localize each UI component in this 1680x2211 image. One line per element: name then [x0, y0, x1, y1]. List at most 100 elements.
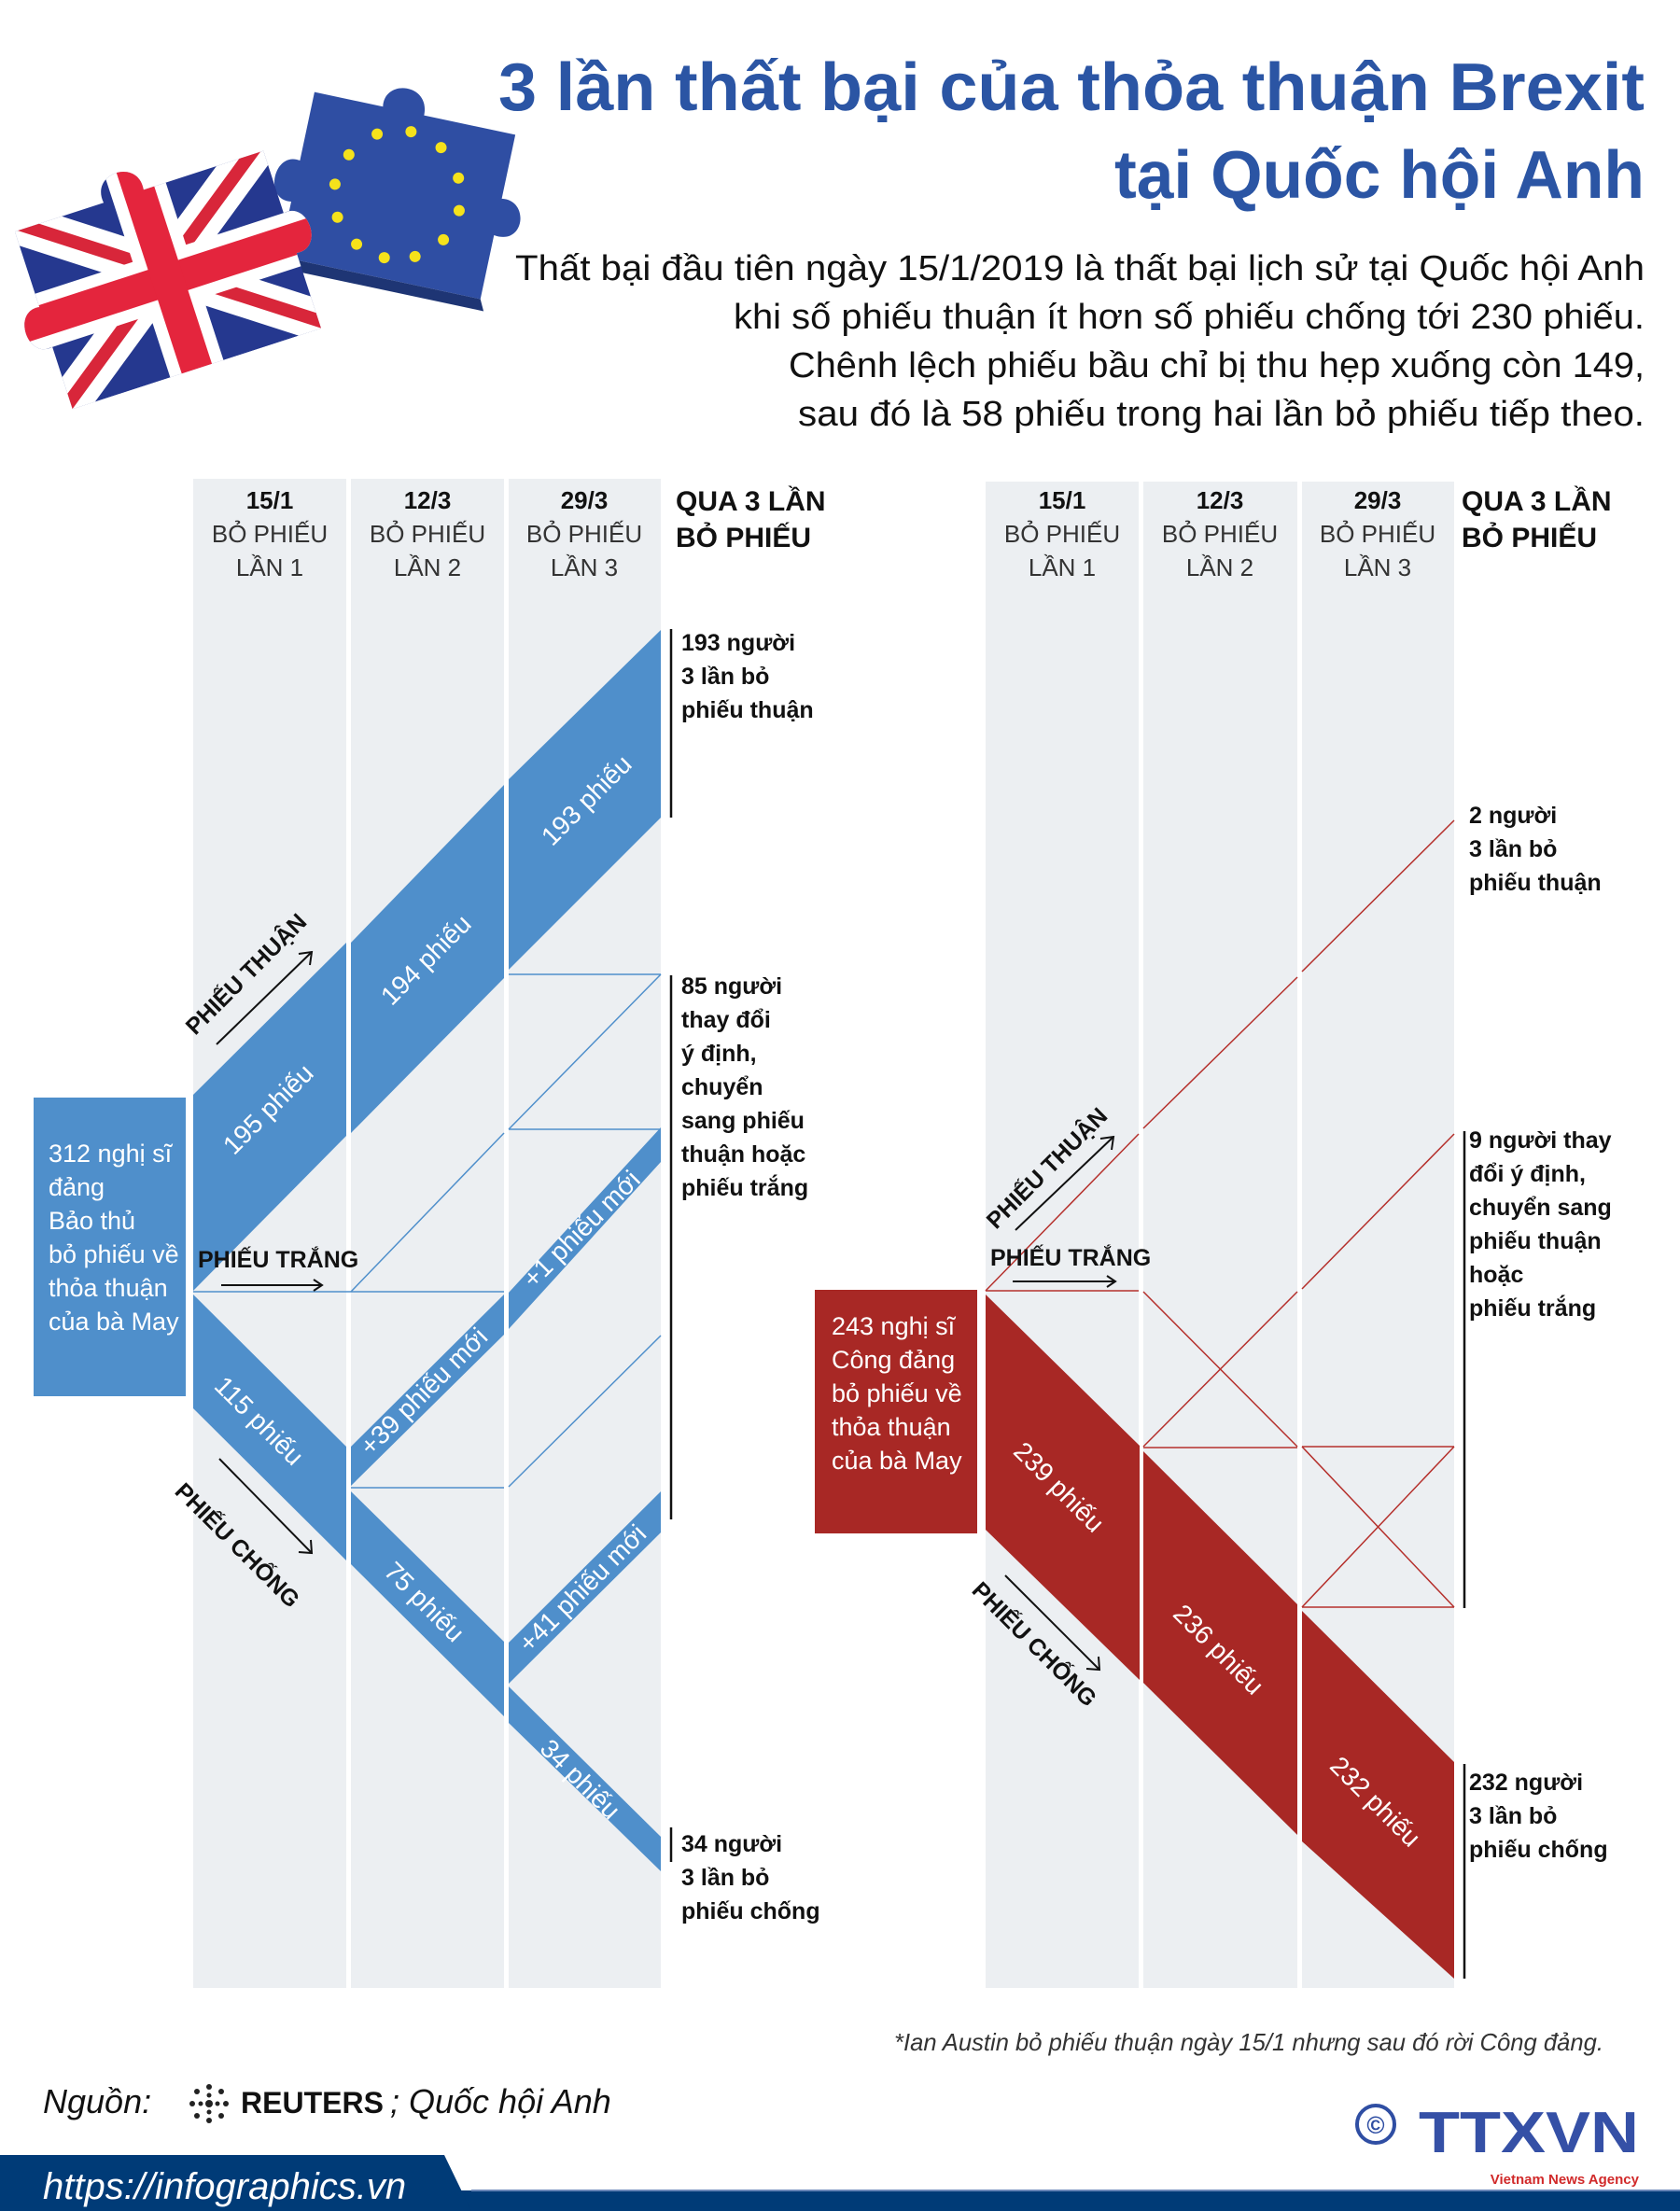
against-band-vote-2 — [351, 1491, 504, 1716]
column-vote-1 — [986, 482, 1139, 1988]
against-band-vote-1 — [986, 1294, 1140, 1680]
reuters-logo-icon — [189, 2084, 229, 2123]
website-link[interactable]: https://infographics.vn — [43, 2166, 406, 2207]
note-text: chuyển — [681, 1074, 763, 1100]
eu-flag-puzzle-piece — [274, 88, 521, 312]
note-text: 3 lần bỏ — [681, 664, 769, 690]
new-for-band-vote-2 — [351, 1294, 504, 1486]
abstain-flow-label: PHIẾU TRẮNG — [198, 1245, 358, 1273]
copyright-symbol: © — [1366, 2111, 1384, 2139]
header-round: LẦN 1 — [236, 553, 303, 581]
footer-bar — [0, 2155, 1680, 2211]
note-text: phiếu trắng — [1469, 1294, 1596, 1322]
intro-line-1: Thất bại đầu tiên ngày 15/1/2019 là thất… — [515, 249, 1645, 288]
summary-header-line-1: QUA 3 LẦN — [1462, 485, 1612, 517]
arrow-right-icon — [218, 1458, 314, 1555]
note-text: 3 lần bỏ — [681, 1865, 769, 1891]
header-date: 12/3 — [1197, 486, 1244, 514]
note-text: 232 người — [1469, 1770, 1583, 1796]
box-text: 243 nghị sĩ — [832, 1312, 957, 1340]
puzzle-illustration — [0, 88, 521, 416]
against-band-vote-3 — [1302, 1611, 1454, 1979]
box-text: thỏa thuận — [832, 1413, 951, 1441]
thin-flow-lines — [193, 973, 662, 1489]
ttxvn-wordmark: TTXVN — [1419, 2101, 1639, 2165]
box-text: bỏ phiếu về — [49, 1240, 179, 1268]
box-text: Bảo thủ — [49, 1207, 135, 1235]
header-label: BỎ PHIẾU — [370, 519, 485, 548]
page-title-line-1: 3 lần thất bại của thỏa thuận Brexit — [498, 50, 1645, 125]
for-band-vote-3 — [509, 630, 661, 970]
note-text: 2 người — [1469, 803, 1557, 829]
intro-line-4: sau đó là 58 phiếu trong hai lần bỏ phiế… — [798, 395, 1645, 434]
header-date: 29/3 — [1354, 486, 1402, 514]
box-text: Công đảng — [832, 1346, 955, 1374]
note-text: thay đổi — [681, 1007, 771, 1033]
header-label: BỎ PHIẾU — [212, 519, 328, 548]
header-round: LẦN 2 — [1186, 553, 1253, 581]
new-for-band-vote-3b — [509, 1491, 661, 1684]
note-text: phiếu thuận — [1469, 1228, 1602, 1254]
labour-flow-diagram: 15/1 BỎ PHIẾU LẦN 1 12/3 BỎ PHIẾU LẦN 2 … — [815, 482, 1612, 1988]
header-label: BỎ PHIẾU — [526, 519, 642, 548]
source-reuters: REUTERS — [241, 2086, 384, 2120]
header-label: BỎ PHIẾU — [1004, 519, 1120, 548]
note-text: 85 người — [681, 973, 782, 1000]
summary-header-line-2: BỎ PHIẾU — [1462, 522, 1597, 553]
source-label: Nguồn: — [43, 2082, 151, 2120]
page-title-line-2: tại Quốc hội Anh — [1114, 138, 1645, 213]
box-text: thỏa thuận — [49, 1274, 168, 1302]
intro-line-3: Chênh lệch phiếu bầu chỉ bị thu hẹp xuốn… — [789, 346, 1645, 385]
note-text: ý định, — [681, 1041, 757, 1067]
note-text: phiếu thuận — [1469, 870, 1602, 896]
against-band-vote-2 — [1143, 1451, 1297, 1835]
column-headers: 15/1 BỎ PHIẾU LẦN 1 12/3 BỎ PHIẾU LẦN 2 … — [1004, 485, 1612, 581]
note-text: 193 người — [681, 630, 795, 656]
note-text: sang phiếu — [681, 1108, 805, 1134]
header-label: BỎ PHIẾU — [1320, 519, 1435, 548]
against-band-vote-1 — [193, 1294, 346, 1560]
column-headers: 15/1 BỎ PHIẾU LẦN 1 12/3 BỎ PHIẾU LẦN 2 … — [212, 485, 826, 581]
note-text: hoặc — [1469, 1262, 1523, 1288]
box-text: của bà May — [49, 1308, 179, 1336]
source-parliament: ; Quốc hội Anh — [390, 2082, 611, 2120]
box-text: của bà May — [832, 1447, 962, 1475]
column-vote-2 — [351, 479, 504, 1988]
header-date: 15/1 — [1039, 486, 1086, 514]
arrow-right-icon — [1013, 1275, 1117, 1288]
header-round: LẦN 2 — [394, 553, 461, 581]
footnote: *Ian Austin bỏ phiếu thuận ngày 15/1 như… — [894, 2028, 1603, 2056]
header-date: 12/3 — [404, 486, 452, 514]
thin-flow-lines — [985, 819, 1455, 1608]
arrow-right-icon — [216, 950, 314, 1045]
arrow-right-icon — [221, 1279, 324, 1292]
conservative-flow-diagram: 15/1 BỎ PHIẾU LẦN 1 12/3 BỎ PHIẾU LẦN 2 … — [34, 479, 826, 1988]
header-round: LẦN 3 — [551, 553, 618, 581]
box-text: bỏ phiếu về — [832, 1379, 962, 1407]
ttxvn-logo: © TTXVN Vietnam News Agency — [1355, 2101, 1640, 2188]
labour-mp-box — [815, 1290, 977, 1533]
intro-line-2: khi số phiếu thuận ít hơn số phiếu chống… — [734, 298, 1645, 337]
header-round: LẦN 1 — [1029, 553, 1096, 581]
note-text: thuận hoặc — [681, 1141, 805, 1168]
header-label: BỎ PHIẾU — [1162, 519, 1278, 548]
against-band-vote-3 — [509, 1686, 661, 1871]
note-text: 9 người thay — [1469, 1127, 1612, 1154]
header-round: LẦN 3 — [1344, 553, 1411, 581]
copyright-icon — [1355, 2104, 1396, 2145]
note-text: đổi ý định, — [1469, 1161, 1586, 1187]
eu-stars-icon — [329, 126, 465, 264]
for-band-vote-1 — [193, 943, 346, 1291]
summary-header-line-2: BỎ PHIẾU — [676, 522, 811, 553]
ttxvn-subtitle: Vietnam News Agency — [1491, 2172, 1640, 2188]
box-text: đảng — [49, 1173, 105, 1201]
summary-header-line-1: QUA 3 LẦN — [676, 485, 826, 517]
for-band-vote-2 — [351, 785, 504, 1133]
box-text: 312 nghị sĩ — [49, 1140, 174, 1168]
conservative-mp-box — [34, 1098, 186, 1396]
header-date: 15/1 — [246, 486, 294, 514]
note-text: phiếu chống — [1469, 1837, 1608, 1863]
note-text: chuyển sang — [1469, 1195, 1612, 1221]
